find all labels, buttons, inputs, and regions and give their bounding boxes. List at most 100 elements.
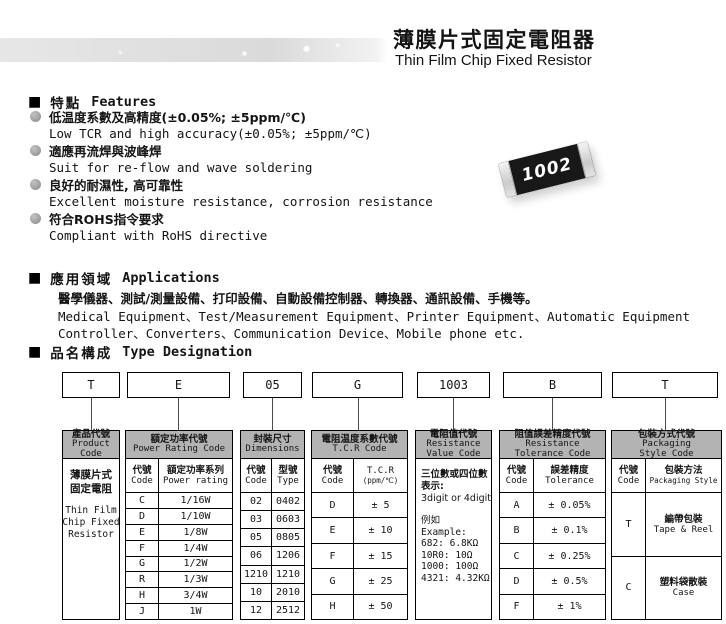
cell-value: ± 15 (368, 550, 393, 562)
subheader-zh: 代號 (246, 465, 266, 476)
text-line: Case (672, 588, 695, 599)
cell-code: F (500, 594, 534, 620)
cell-code: 05 (241, 529, 272, 547)
subheader-row: 代號 Code 額定功率系列 Power rating (126, 459, 232, 493)
code-box-packaging: T (612, 372, 718, 398)
feature-zh: 良好的耐濕性, 高可靠性 (49, 178, 184, 193)
cell-value: 1/10W (180, 510, 211, 522)
feature-en: Excellent moisture resistance, corrosion… (49, 194, 433, 209)
table-row: H 3/4W (126, 587, 232, 604)
table-row: R 1/3W (126, 571, 232, 588)
connector-line (178, 398, 179, 430)
subheader-en: Packaging Style (649, 476, 718, 485)
text-line: 塑料袋散裝 (659, 577, 708, 589)
cell-value: 1/2W (183, 558, 208, 570)
features-heading-zh: 特點 (50, 96, 82, 112)
type-designation-section-heading: ■ 品名構成 Type Designation (28, 342, 252, 362)
list-item: 適應再流焊與波峰焊 Suit for re-flow and wave sold… (30, 142, 433, 176)
table-row: C ± 0.25% (500, 542, 605, 569)
code-box-power: E (127, 372, 230, 398)
header-line: 電阻值代號 (429, 429, 478, 440)
cell-code: G (126, 556, 159, 572)
subheader-en: Code (617, 476, 640, 486)
chip-marking: 1002 (508, 144, 586, 195)
header-line: Code (80, 448, 102, 459)
column-header: 阻值誤差精度代號 Resistance Tolerance Code (500, 429, 605, 459)
subheader-zh: 包裝方法 (664, 465, 703, 476)
column-header: 封裝尺寸 Dimensions (241, 431, 304, 459)
tcr-column: 電阻温度系數代號 T.C.R Code 代號 Code T.C.R (ppm/℃… (311, 430, 408, 620)
cell-value: 0603 (275, 514, 301, 526)
resistor-chip-image: 1002 (498, 141, 596, 198)
subheader-en: Code (131, 476, 153, 486)
code-box-resistance: 1003 (417, 372, 490, 398)
header-line: 阻值誤差精度代號 (514, 429, 591, 440)
table-row: E ± 10 (312, 517, 407, 543)
subheader-en: Code (505, 476, 528, 486)
applications-text-en: Medical Equipment、Test/Measurement Equip… (58, 309, 691, 324)
text-line: 三位數或四位數 (421, 469, 488, 480)
subheader-zh: 代號 (132, 465, 152, 476)
cell-code: 03 (241, 511, 272, 529)
text-line: 例如 (421, 515, 441, 526)
header-line: 封裝尺寸 (253, 433, 292, 445)
product-code-column: 產品代號 Product Code 薄膜片式 固定電阻 Thin Film Ch… (62, 430, 120, 620)
table-row: C 塑料袋散裝 Case (612, 555, 721, 620)
column-header: 產品代號 Product Code (63, 430, 119, 459)
text-line: 薄膜片式 (70, 469, 112, 481)
cell-value: ± 10 (368, 525, 393, 537)
header-line: T.C.R Code (332, 443, 387, 454)
cell-value: 3/4W (183, 590, 208, 602)
resistance-note-cell: 三位數或四位數 表示: 3digit or 4digit 例如 Example:… (416, 459, 491, 619)
cell-code: 1210 (241, 565, 272, 583)
table-row: D ± 5 (312, 493, 407, 518)
cell-code: F (126, 540, 159, 556)
cell-value: 0402 (275, 496, 301, 508)
cell-value: 1/8W (183, 526, 208, 538)
table-row: A ± 0.05% (500, 493, 605, 518)
text-line: Thin Film (65, 505, 117, 516)
cell-value: 塑料袋散裝 Case (646, 557, 721, 620)
applications-heading-en: Applications (122, 270, 220, 286)
cell-code: F (312, 543, 354, 569)
table-row: T 編帶包裝 Tape & Reel (612, 493, 721, 556)
subheader-zh: 型號 (278, 465, 298, 476)
code-box-dimensions: 05 (243, 372, 302, 398)
applications-heading-zh: 應用領域 (50, 272, 113, 288)
cell-value: 1210 (275, 568, 301, 580)
text-line: 固定電阻 (70, 483, 112, 495)
subheader-zh: 額定功率系列 (166, 465, 224, 476)
cell-code: B (500, 518, 534, 543)
subheader-row: 代號 Code 誤差精度 Tolerance (500, 459, 605, 493)
table-row: H ± 50 (312, 593, 407, 620)
subheader-zh: 誤差精度 (550, 465, 589, 476)
subheader-en: T.C.R (366, 465, 395, 476)
header-line: Packaging (642, 439, 691, 449)
subheader-zh: 代號 (506, 465, 526, 476)
subheader-en: Code (245, 476, 267, 486)
header-line: Value Code (426, 448, 481, 459)
text-line: 表示: (421, 481, 444, 492)
cell-code: R (126, 572, 159, 588)
table-row: F ± 1% (500, 593, 605, 620)
table-row: 10 2010 (241, 582, 304, 601)
cell-code: C (500, 543, 534, 569)
connector-line (272, 398, 273, 430)
subheader-row: 代號 Code T.C.R (ppm/℃) (312, 459, 407, 493)
cell-code: E (312, 518, 354, 543)
column-header: 電阻温度系數代號 T.C.R Code (312, 431, 407, 459)
dimensions-column: 封裝尺寸 Dimensions 代號 Code 型號 Type 02 0402 0… (240, 430, 305, 620)
features-list: 低温度系數及高精度(±0.05%; ±5ppm/℃) Low TCR and h… (30, 108, 433, 244)
resistance-value-column: 電阻值代號 Resistance Value Code 三位數或四位數 表示: … (415, 430, 492, 620)
cell-value: ± 25 (368, 575, 393, 587)
cell-value: 0805 (275, 532, 301, 544)
code-box-product: T (62, 372, 120, 398)
cell-value: ± 1% (557, 601, 582, 613)
feature-zh: 符合ROHS指令要求 (49, 212, 164, 227)
connector-line (358, 398, 359, 430)
text-line: 編帶包裝 (664, 513, 703, 525)
text-line: 3digit or 4digit (421, 493, 491, 504)
subheader-en: (ppm/℃) (362, 475, 399, 485)
table-row: 06 1206 (241, 546, 304, 565)
